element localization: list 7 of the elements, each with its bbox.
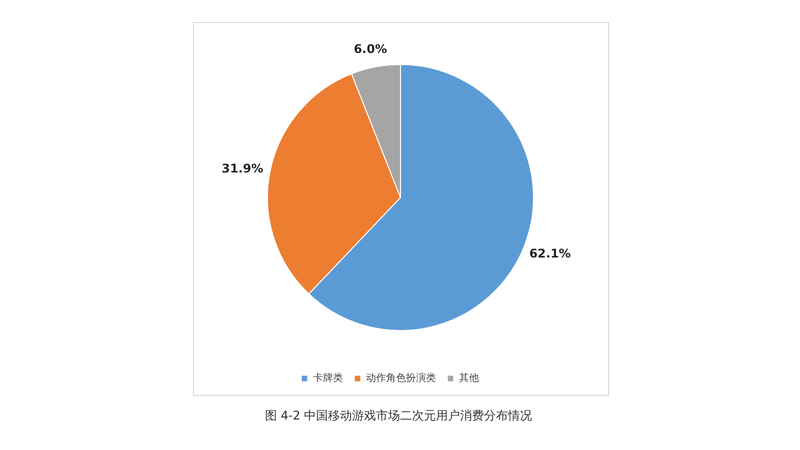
data-label: 31.9% <box>222 162 264 176</box>
legend-label: 其他 <box>459 372 479 385</box>
legend-label: 动作角色扮演类 <box>366 372 436 385</box>
text: 图 4-2 中国移动游戏市场二次元用户消费分布情况 <box>264 408 532 422</box>
data-label: 6.0% <box>354 42 387 56</box>
legend-label: 卡牌类 <box>313 372 343 385</box>
data-label: 62.1% <box>529 246 571 261</box>
